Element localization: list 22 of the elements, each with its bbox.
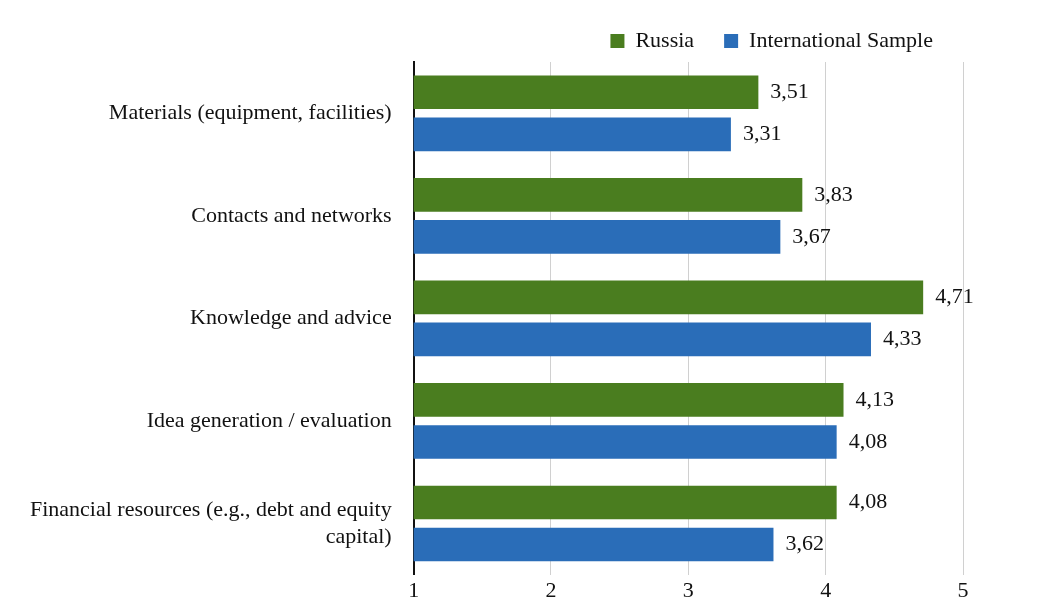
data-label: 3,31 bbox=[742, 120, 782, 146]
x-tick-label: 1 bbox=[408, 576, 420, 602]
data-label: 4,08 bbox=[848, 488, 888, 514]
y-tick-label: Knowledge and advice bbox=[190, 304, 392, 330]
y-tick-label: Financial resources (e.g., debt and equity capital) bbox=[29, 496, 392, 548]
data-label: 4,08 bbox=[848, 427, 888, 453]
x-tick-label: 3 bbox=[682, 576, 694, 602]
data-label: 3,83 bbox=[814, 180, 853, 206]
data-label: 4,33 bbox=[882, 325, 922, 351]
data-label: 3,67 bbox=[792, 222, 831, 248]
data-label: 3,62 bbox=[785, 530, 824, 556]
legend-label: Russia bbox=[635, 26, 695, 52]
y-tick-label: Idea generation / evaluation bbox=[146, 406, 392, 432]
y-tick-label: Materials (equipment, facilities) bbox=[108, 99, 392, 125]
data-label: 3,51 bbox=[770, 78, 809, 104]
data-label: 4,71 bbox=[935, 283, 974, 309]
y-tick-label: Contacts and networks bbox=[191, 201, 392, 227]
legend-label: International Sample bbox=[749, 26, 934, 52]
x-tick-label: 2 bbox=[545, 576, 557, 602]
data-label: 4,13 bbox=[855, 385, 895, 411]
x-tick-label: 5 bbox=[957, 576, 969, 602]
x-tick-label: 4 bbox=[820, 576, 832, 602]
